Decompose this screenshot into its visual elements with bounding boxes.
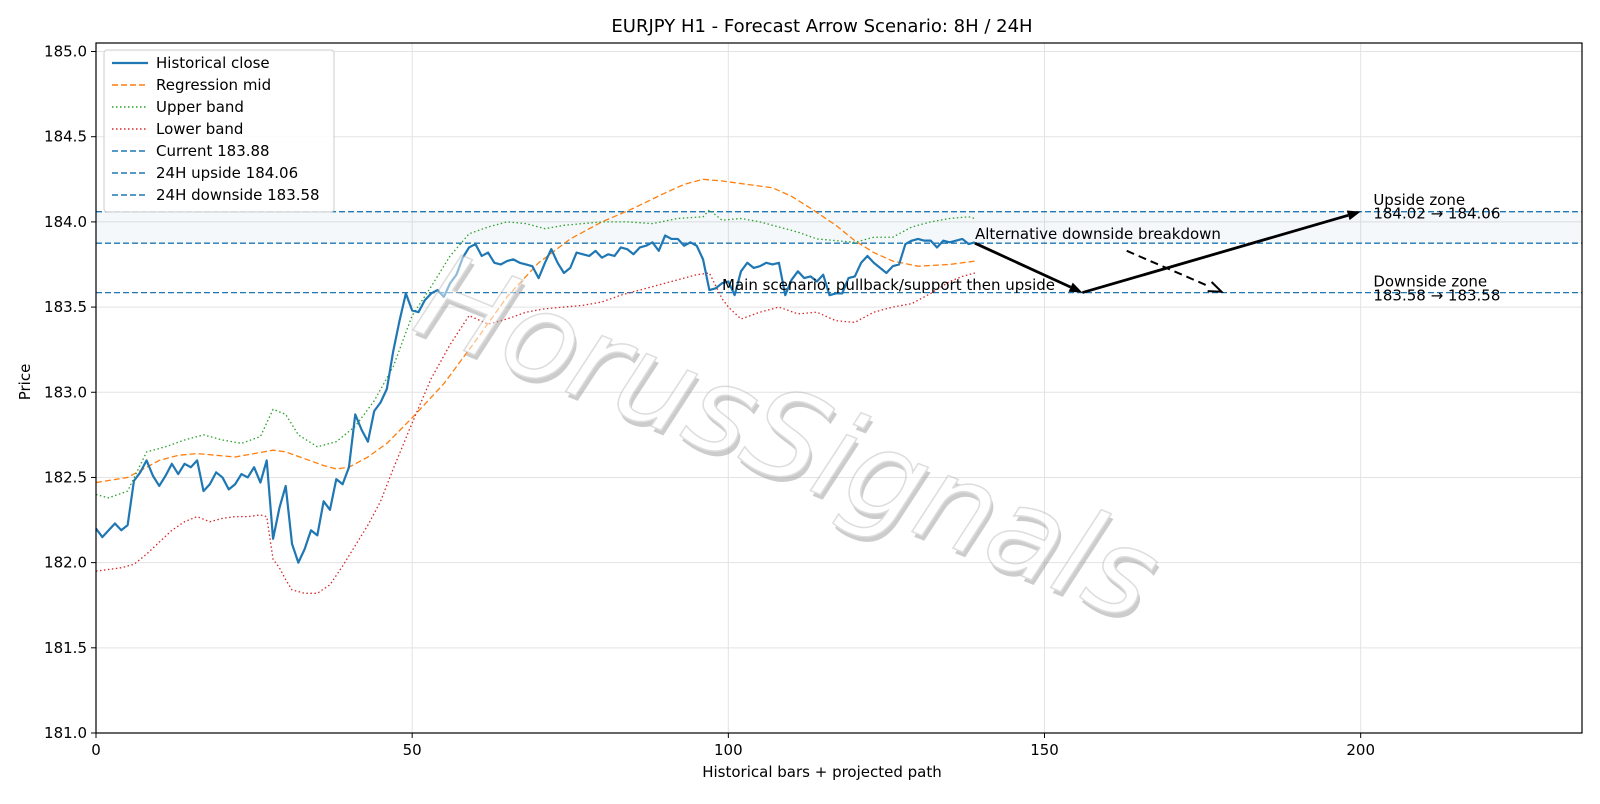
- legend-label: Historical close: [156, 54, 270, 72]
- arrow-shaft: [1126, 249, 1211, 288]
- legend-entry: Regression mid: [112, 76, 271, 94]
- y-tick-label: 185.0: [44, 43, 87, 61]
- legend-entry: Current 183.88: [112, 142, 270, 160]
- forecast-arrows: [974, 210, 1361, 294]
- historical-close-line: [95, 234, 976, 564]
- legend-box: [103, 49, 335, 213]
- legend-label: 24H upside 184.06: [156, 164, 298, 182]
- main-scenario-label: Main scenario: pullback/support then ups…: [722, 276, 1055, 294]
- legend: Historical close Regression mid Upper band…: [103, 49, 335, 213]
- x-tick-label: 150: [1030, 741, 1059, 759]
- lower-band-line: [95, 272, 976, 594]
- legend-label: 24H downside 183.58: [156, 186, 320, 204]
- legend-entry: Historical close: [112, 54, 270, 72]
- main-scenario-upside-arrow: [1082, 210, 1361, 294]
- axes: 0 50 100 150 200 181.0 181.5 182.0 182.5 183.0 183…: [44, 42, 1583, 759]
- main-scenario-pullback-arrow: [974, 241, 1083, 293]
- arrow-shaft: [974, 241, 1072, 289]
- legend-label: Current 183.88: [156, 142, 270, 160]
- legend-entry: Lower band: [112, 120, 243, 138]
- legend-entry: 24H upside 184.06: [112, 164, 298, 182]
- arrow-head: [1068, 282, 1083, 293]
- upside-zone-range: 184.02 → 184.06: [1373, 204, 1500, 222]
- y-tick-label: 182.0: [44, 554, 87, 572]
- legend-label: Upper band: [156, 98, 244, 116]
- y-tick-label: 182.5: [44, 468, 87, 486]
- y-tick-label: 184.0: [44, 213, 87, 231]
- y-tick-label: 183.5: [44, 298, 87, 316]
- downside-zone-label: Downside zone: [1373, 273, 1487, 291]
- alternative-downside-label: Alternative downside breakdown: [975, 225, 1221, 243]
- legend-entry: 24H downside 183.58: [112, 186, 320, 204]
- arrow-head: [1207, 281, 1225, 293]
- x-tick-label: 0: [91, 741, 101, 759]
- arrow-head: [1346, 210, 1361, 221]
- upside-zone-label: Upside zone: [1373, 191, 1465, 209]
- x-axis-label: Historical bars + projected path: [702, 763, 942, 781]
- y-tick-label: 181.0: [44, 724, 87, 742]
- x-tick-label: 100: [714, 741, 743, 759]
- regression-mid-line: [95, 178, 976, 484]
- series-layer: [95, 178, 976, 594]
- legend-label: Lower band: [156, 120, 243, 138]
- y-tick-label: 183.0: [44, 383, 87, 401]
- annotations: Alternative downside breakdown Main scena…: [722, 191, 1500, 304]
- x-tick-label: 50: [403, 741, 422, 759]
- plot-frame: [95, 42, 1583, 734]
- downside-zone-range: 183.58 → 183.58: [1373, 286, 1500, 304]
- arrow-shaft: [1082, 213, 1349, 294]
- grid-layer: [95, 43, 1582, 734]
- x-tick-label: 200: [1346, 741, 1375, 759]
- alternative-downside-arrow: [1126, 249, 1225, 293]
- chart-title: EURJPY H1 - Forecast Arrow Scenario: 8H …: [611, 16, 1032, 37]
- y-axis-label: Price: [16, 364, 34, 401]
- y-tick-label: 181.5: [44, 639, 87, 657]
- legend-entry: Upper band: [112, 98, 244, 116]
- y-tick-label: 184.5: [44, 128, 87, 146]
- legend-label: Regression mid: [156, 76, 271, 94]
